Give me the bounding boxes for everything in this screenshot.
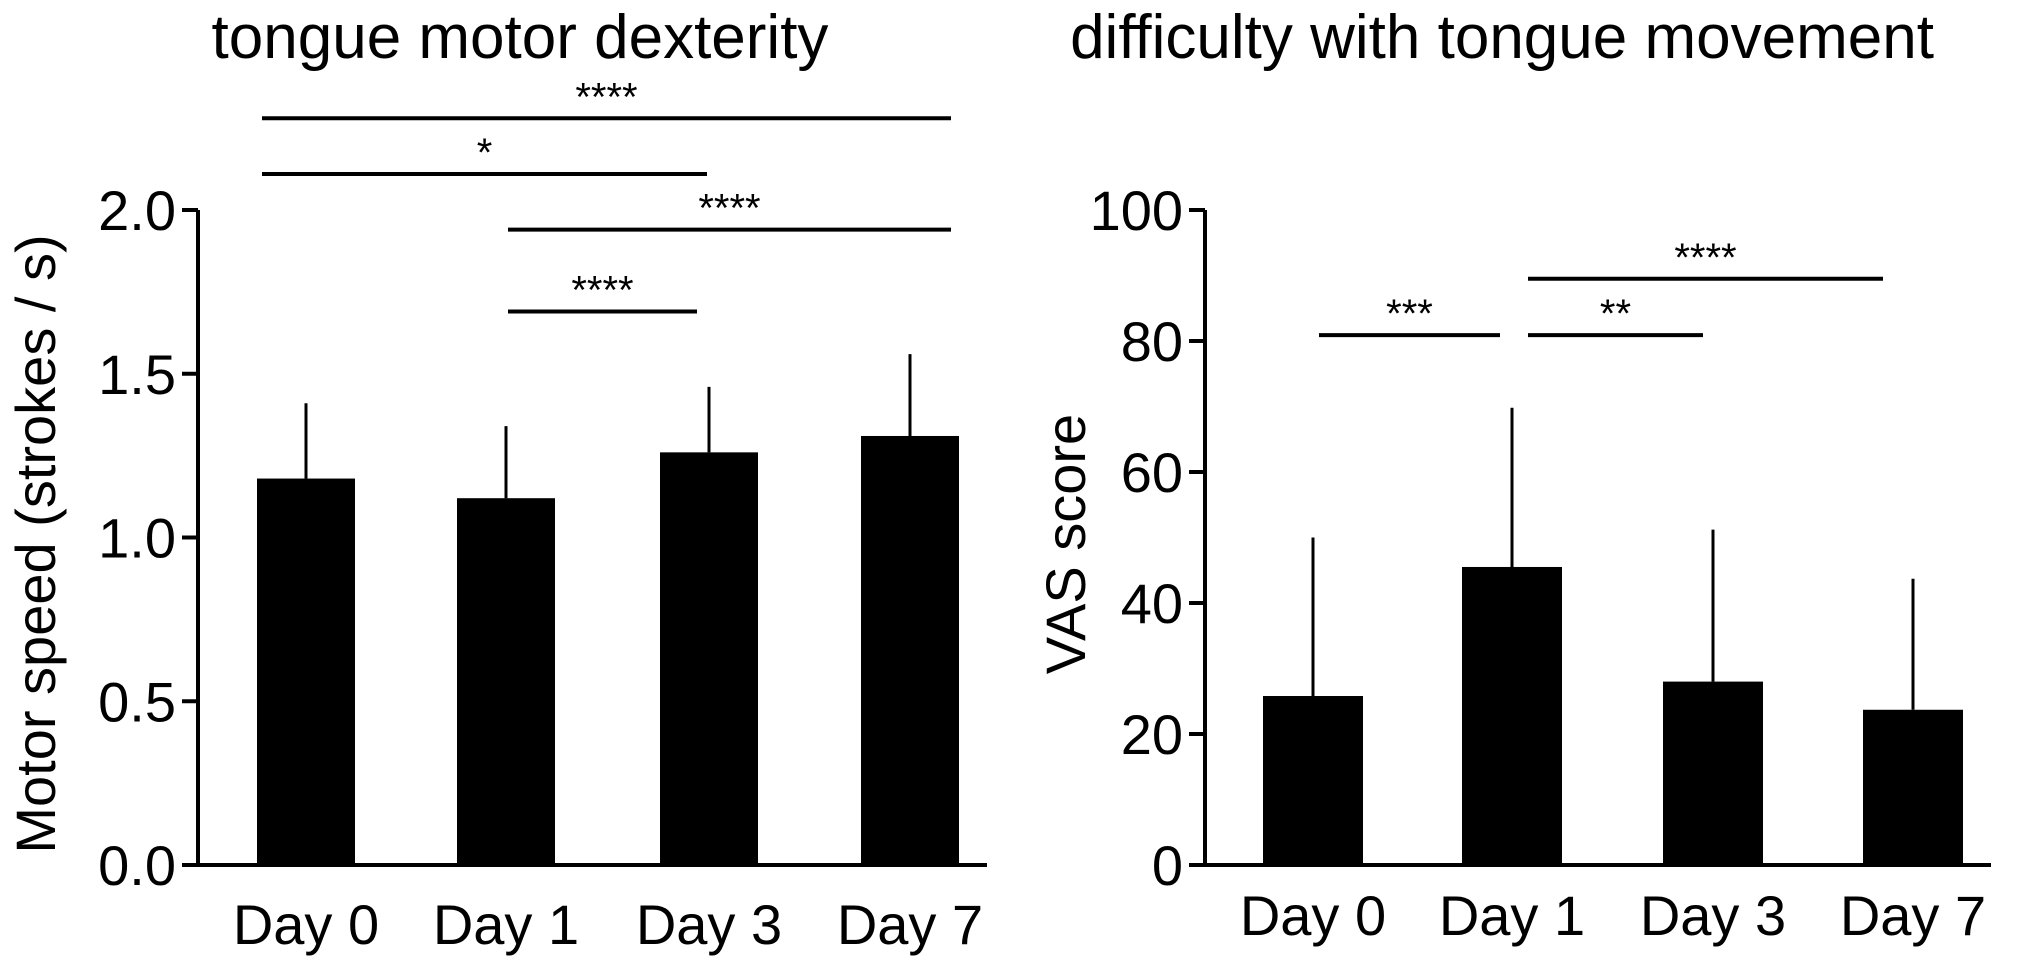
significance-label: **** [575, 75, 637, 119]
x-tick-label: Day 3 [1640, 884, 1786, 947]
bar [1263, 696, 1363, 865]
x-tick-label: Day 0 [1240, 884, 1386, 947]
y-tick-label: 60 [1121, 441, 1183, 504]
significance-label: **** [698, 187, 760, 231]
y-tick-label: 1.5 [98, 343, 176, 406]
chart-title: difficulty with tongue movement [1070, 3, 1934, 72]
x-tick-label: Day 1 [433, 893, 579, 956]
bar [1863, 709, 1963, 865]
bar [660, 452, 758, 865]
y-tick-label: 100 [1090, 179, 1183, 242]
y-axis-label: VAS score [1034, 414, 1097, 674]
y-tick-label: 2.0 [98, 179, 176, 242]
significance-label: *** [1386, 292, 1433, 336]
significance-label: **** [571, 269, 633, 313]
y-tick-label: 0.5 [98, 670, 176, 733]
x-tick-label: Day 3 [636, 893, 782, 956]
bar [457, 498, 555, 865]
bar [257, 478, 355, 865]
y-tick-label: 0.0 [98, 834, 176, 897]
y-axis-label: Motor speed (strokes / s) [4, 234, 67, 853]
x-tick-label: Day 1 [1439, 884, 1585, 947]
x-tick-label: Day 7 [1840, 884, 1986, 947]
x-tick-label: Day 7 [837, 893, 983, 956]
y-tick-label: 40 [1121, 572, 1183, 635]
x-tick-label: Day 0 [233, 893, 379, 956]
chart-panel-vas-score: difficulty with tongue movement VAS scor… [1034, 3, 1991, 947]
y-tick-label: 80 [1121, 310, 1183, 373]
chart-panel-motor-speed: tongue motor dexterity Motor speed (stro… [4, 3, 987, 956]
significance-label: ** [1600, 292, 1631, 336]
bar [1462, 566, 1562, 865]
bar [1663, 681, 1763, 865]
y-tick-label: 20 [1121, 703, 1183, 766]
chart-title: tongue motor dexterity [212, 3, 829, 72]
y-tick-label: 0 [1152, 834, 1183, 897]
significance-label: **** [1674, 236, 1736, 280]
significance-label: * [477, 131, 493, 175]
y-tick-label: 1.0 [98, 507, 176, 570]
bar [861, 435, 959, 865]
